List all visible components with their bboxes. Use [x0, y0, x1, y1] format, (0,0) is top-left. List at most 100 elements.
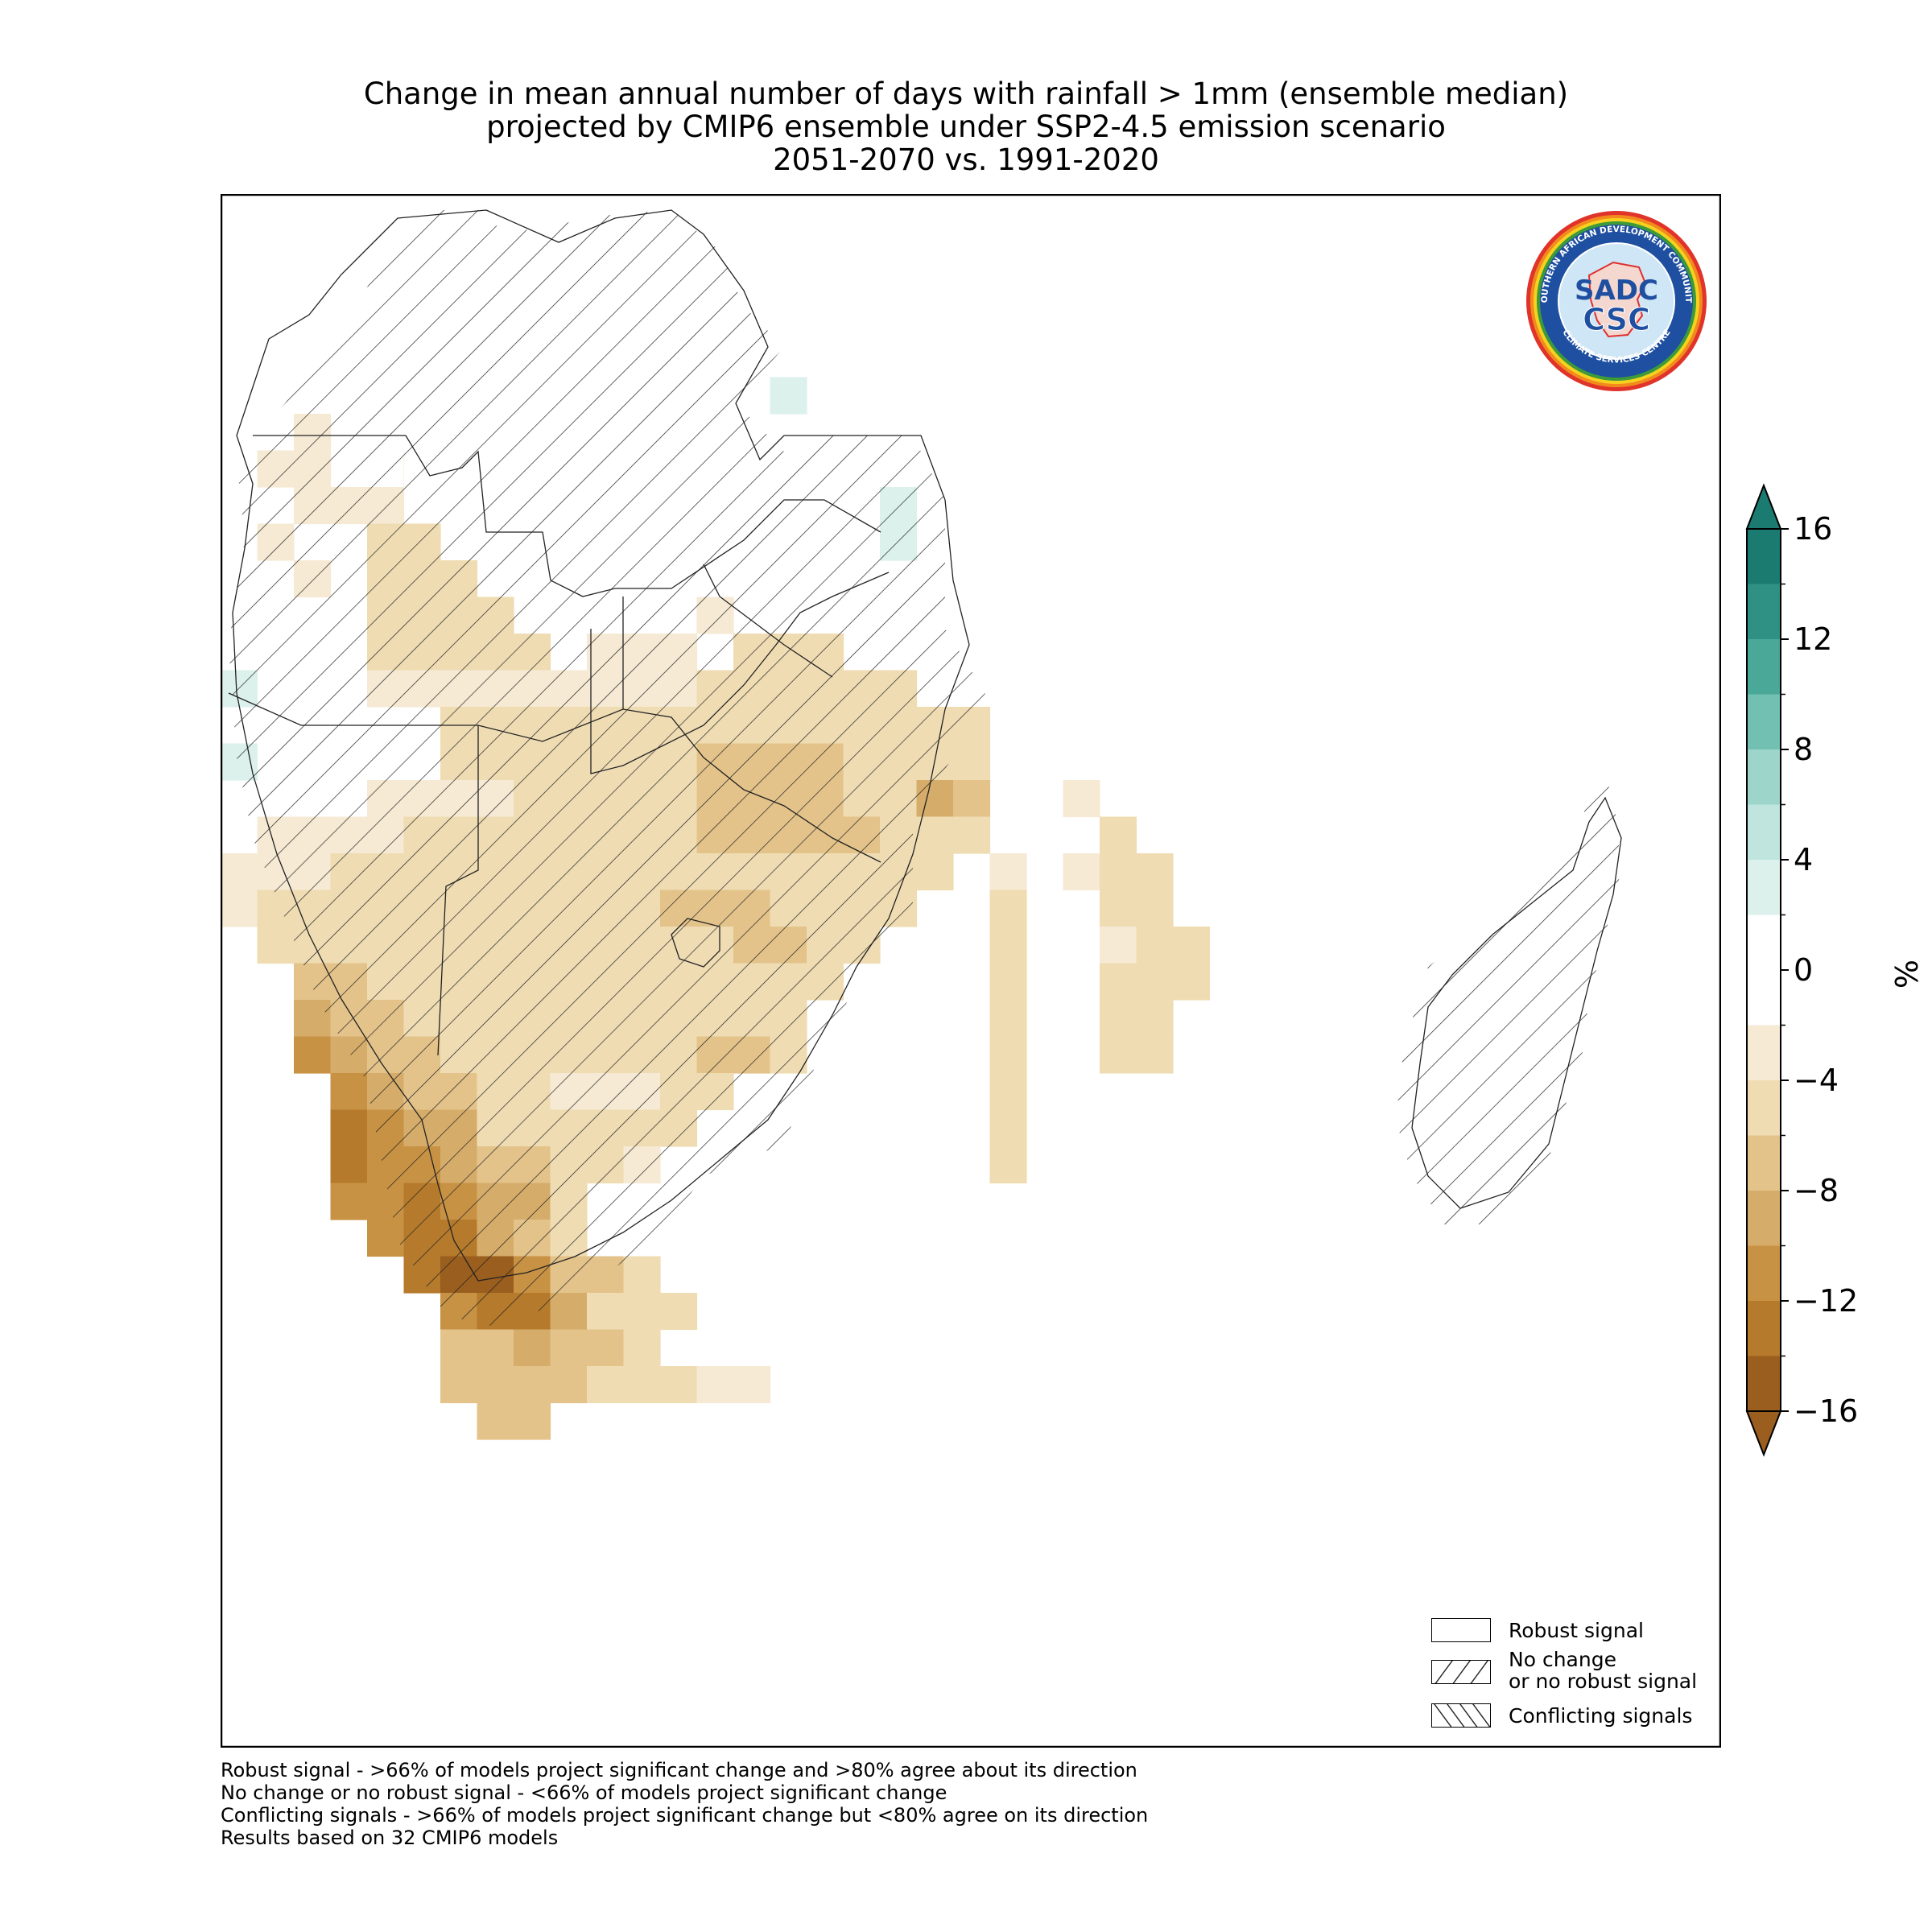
- grid-cell: [587, 1293, 698, 1331]
- colorbar-tick-label: 0: [1794, 952, 1813, 988]
- map-frame-border: [221, 194, 1721, 1748]
- grid-cell: [696, 1366, 771, 1404]
- grid-cell: [989, 853, 1027, 891]
- hatch-legend: Robust signal No change or no robust sig…: [1431, 1607, 1721, 1744]
- grid-cell: [477, 1402, 551, 1440]
- grid-cell: [989, 927, 1027, 964]
- grid-cell: [440, 1329, 514, 1367]
- grid-cell: [294, 1036, 332, 1074]
- grid-cell: [587, 1366, 698, 1404]
- colorbar-tick-label: −12: [1794, 1283, 1858, 1319]
- grid-cell: [1063, 853, 1100, 891]
- grid-cell: [989, 890, 1027, 927]
- grid-cell: [623, 1256, 661, 1294]
- legend-swatch-robust: [1431, 1618, 1491, 1642]
- grid-cell: [623, 1329, 661, 1367]
- footnote-conflicting: Conflicting signals - >66% of models pro…: [221, 1804, 1149, 1827]
- grid-cell: [1100, 1036, 1174, 1074]
- grid-cell: [989, 1036, 1027, 1074]
- colorbar-segment: [1747, 529, 1781, 584]
- colorbar-segment: [1747, 584, 1781, 640]
- country-border: [703, 564, 833, 678]
- colorbar-tick-label: 8: [1794, 732, 1813, 767]
- country-border: [228, 692, 881, 863]
- colorbar-segment: [1747, 1025, 1781, 1081]
- colorbar-segments: [1745, 483, 1782, 1457]
- legend-label-no-change-2: or no robust signal: [1509, 1670, 1698, 1693]
- grid-cell: [953, 780, 991, 818]
- grid-cell: [989, 1073, 1027, 1111]
- grid-cell: [1100, 853, 1174, 891]
- colorbar-segment: [1747, 639, 1781, 695]
- footnote-no-change: No change or no robust signal - <66% of …: [221, 1781, 947, 1804]
- grid-cell: [1100, 927, 1137, 964]
- colorbar-tick-label: 16: [1794, 511, 1832, 547]
- grid-cell: [989, 963, 1027, 1001]
- map-panel: [221, 194, 1721, 1748]
- grid-cell: [514, 1329, 551, 1367]
- grid-cell: [989, 1146, 1027, 1184]
- grid-cell: [330, 1146, 368, 1184]
- colorbar-segment: [1747, 1245, 1781, 1302]
- sadc-csc-logo: SOUTHERN AFRICAN DEVELOPMENT COMMUNITY C…: [1525, 209, 1707, 391]
- country-borders-layer: [228, 209, 1622, 1282]
- colorbar-tick-label: 12: [1794, 621, 1832, 657]
- grid-cell: [330, 1109, 368, 1147]
- colorbar-segment: [1747, 1356, 1781, 1412]
- colorbar-extend-min: [1745, 1410, 1782, 1457]
- no-robust-signal-hatch-madagascar: [1396, 774, 1621, 1224]
- grid-cell: [1100, 1000, 1174, 1038]
- colorbar-tick-label: 4: [1794, 842, 1813, 877]
- hatching-layer: [229, 210, 1621, 1329]
- grid-cell: [221, 890, 258, 927]
- country-border: [671, 918, 720, 968]
- grid-cell: [989, 1000, 1027, 1038]
- colorbar-tick-labels: 16 12 8 4 0 −4 −8 −12 −16: [1794, 511, 1858, 1429]
- title-line-3: 2051-2070 vs. 1991-2020: [773, 142, 1159, 177]
- title-line-1: Change in mean annual number of days wit…: [363, 76, 1569, 111]
- legend-label-robust: Robust signal: [1509, 1619, 1644, 1642]
- colorbar: 16 12 8 4 0 −4 −8 −12 −16 %: [1745, 483, 1925, 1457]
- colorbar-ticks: [1781, 528, 1789, 1412]
- colorbar-segment: [1747, 694, 1781, 750]
- logo-mark-bottom: CSC: [1583, 302, 1650, 337]
- madagascar-coastline: [1411, 796, 1622, 1209]
- grid-cell: [550, 1329, 625, 1367]
- grid-cell: [1063, 780, 1100, 818]
- colorbar-tick-label: −8: [1794, 1173, 1839, 1208]
- colorbar-segment: [1747, 749, 1781, 805]
- grid-cell: [1100, 963, 1211, 1001]
- grid-cell: [1100, 816, 1137, 854]
- colorbar-unit-label: %: [1889, 960, 1925, 989]
- country-border: [437, 725, 479, 1056]
- colorbar-segment: [1747, 1080, 1781, 1136]
- grid-cell: [916, 853, 954, 891]
- grid-cell: [770, 377, 807, 415]
- chart-title: Change in mean annual number of days wit…: [0, 77, 1932, 176]
- footnote-robust: Robust signal - >66% of models project s…: [221, 1759, 1137, 1781]
- legend-swatch-no-change: [1431, 1660, 1491, 1684]
- footnotes: Robust signal - >66% of models project s…: [221, 1759, 1670, 1849]
- colorbar-segment: [1747, 1191, 1781, 1246]
- grid-cell: [440, 1366, 588, 1404]
- colorbar-segment: [1747, 860, 1781, 915]
- colorbar-extend-max: [1745, 483, 1782, 530]
- mainland-coastline: [232, 209, 970, 1282]
- grid-cell: [1100, 890, 1174, 927]
- legend-label-conflicting: Conflicting signals: [1509, 1704, 1693, 1728]
- title-line-2: projected by CMIP6 ensemble under SSP2-4…: [486, 109, 1446, 144]
- legend-label-no-change-1: No change: [1509, 1648, 1616, 1671]
- footnote-models: Results based on 32 CMIP6 models: [221, 1827, 559, 1849]
- grid-cell: [1136, 927, 1211, 964]
- colorbar-tick-label: −16: [1794, 1393, 1858, 1429]
- legend-swatch-conflicting: [1431, 1703, 1491, 1728]
- grid-cell: [989, 1109, 1027, 1147]
- colorbar-segment: [1747, 1301, 1781, 1356]
- colorbar-segment: [1747, 970, 1781, 1026]
- colorbar-segment: [1747, 914, 1781, 971]
- logo-mark-top: SADC: [1575, 275, 1658, 307]
- country-border: [253, 435, 881, 597]
- colorbar-segment: [1747, 804, 1781, 861]
- country-border: [590, 572, 890, 774]
- colorbar-tick-label: −4: [1794, 1063, 1839, 1098]
